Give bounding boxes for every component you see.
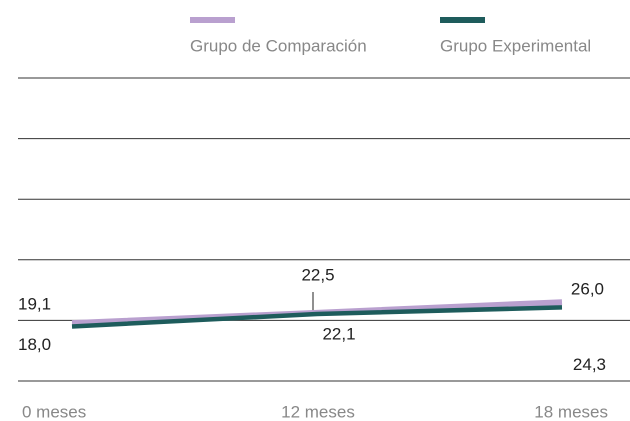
legend-swatch [440, 17, 485, 23]
data-label: 26,0 [571, 280, 604, 299]
data-label: 19,1 [18, 295, 51, 314]
x-tick-label: 18 meses [534, 402, 608, 421]
data-label: 22,5 [301, 265, 334, 284]
x-tick-label: 0 meses [22, 402, 86, 421]
data-label: 22,1 [322, 325, 355, 344]
legend-label: Grupo de Comparación [190, 36, 367, 55]
legend-label: Grupo Experimental [440, 36, 591, 55]
series-line [71, 305, 563, 329]
data-label: 24,3 [573, 355, 606, 374]
legend-swatch [190, 17, 235, 23]
x-tick-label: 12 meses [281, 402, 355, 421]
data-label: 18,0 [18, 335, 51, 354]
